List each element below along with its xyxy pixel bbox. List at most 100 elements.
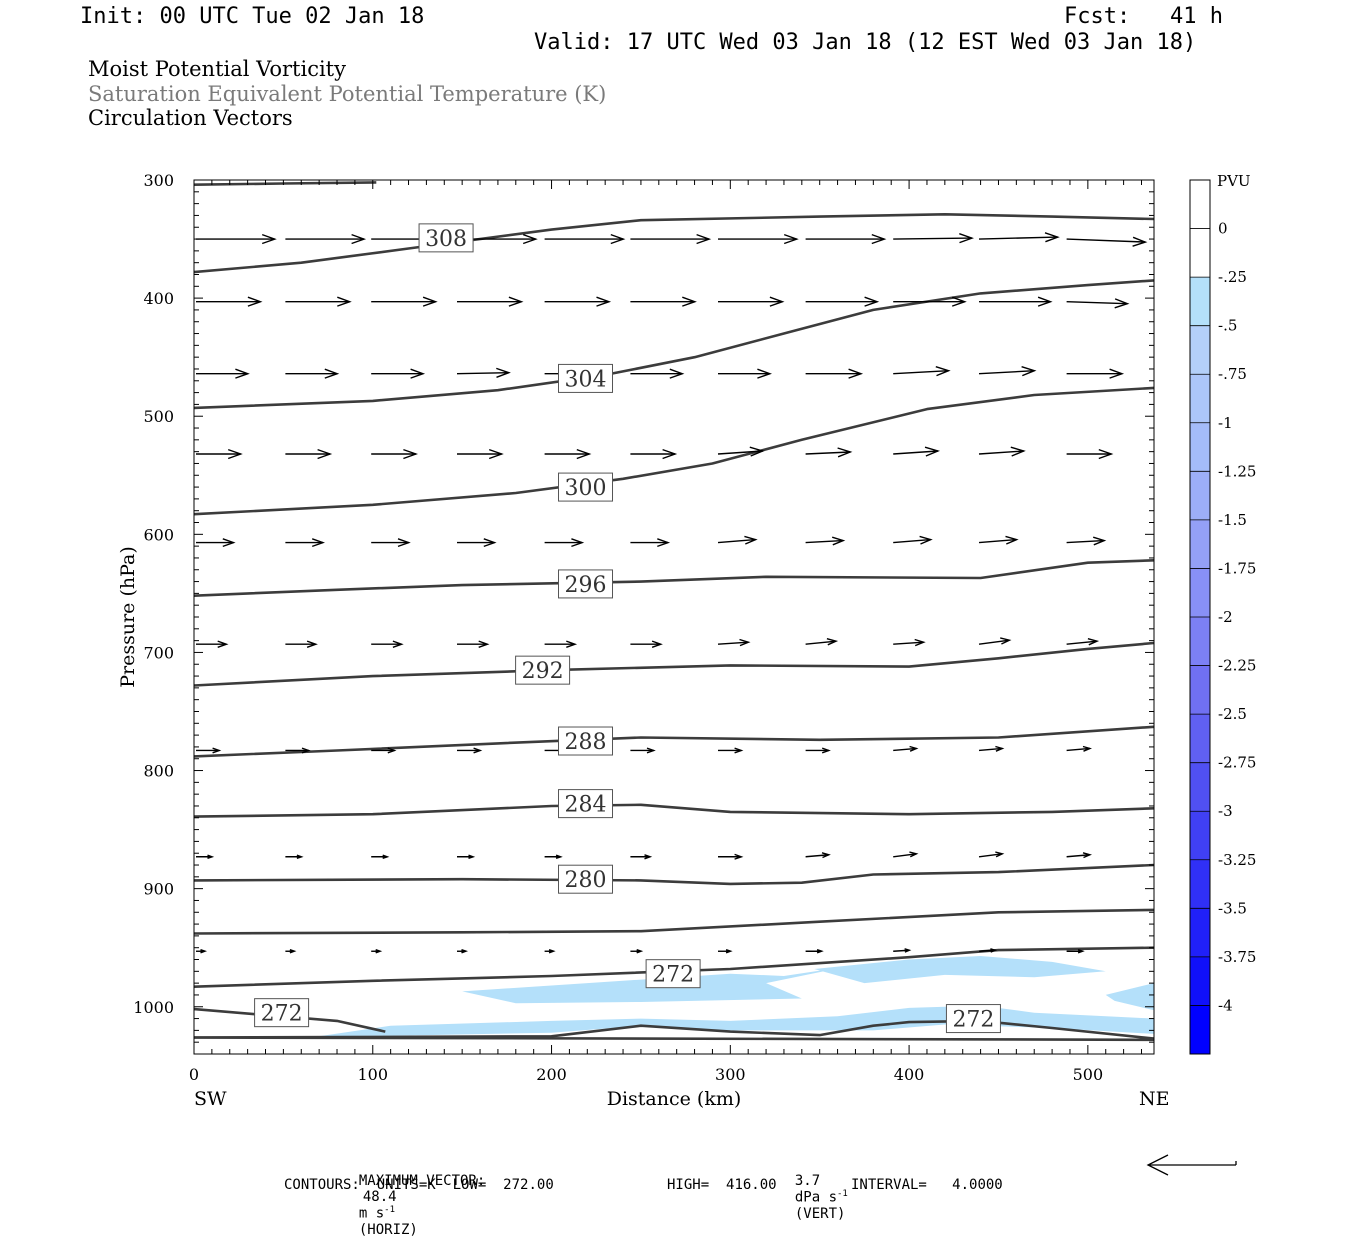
colorbar-swatch (1190, 228, 1210, 278)
vector-arrow (630, 640, 663, 648)
max-vector-label: MAXIMUM VECTOR: (358, 1173, 486, 1189)
x-tick-label: 500 (1073, 1065, 1104, 1084)
valid-time: Valid: 17 UTC Wed 03 Jan 18 (12 EST Wed … (534, 30, 1197, 55)
low-value: 272.00 (503, 1177, 554, 1193)
vector-arrow (544, 640, 578, 648)
vector-arrow (371, 448, 418, 460)
vector-arrow (371, 296, 438, 307)
vector-arrow (371, 640, 404, 648)
vector-arrow (371, 368, 426, 379)
footer-contours: CONTOURS: UNITS=K LOW= 272.00 (284, 1177, 554, 1193)
vector-arrow (285, 854, 304, 860)
vector-arrow (805, 638, 839, 646)
vector-arrow (196, 949, 208, 954)
svg-text:296: 296 (565, 573, 607, 598)
contour-label: 292 (515, 655, 571, 685)
footer-interval: INTERVAL= 4.0000 (851, 1177, 1003, 1193)
forecast-hour: Fcst: 41 h (1064, 4, 1223, 29)
vector-arrow (893, 638, 926, 647)
vector-arrow (630, 949, 644, 954)
vector-arrow (457, 854, 476, 860)
vector-arrow (1066, 852, 1092, 859)
contour-label: 280 (558, 864, 614, 894)
colorbar-label: 0 (1218, 220, 1228, 238)
vector-arrow (285, 233, 367, 245)
vector-arrow (1066, 948, 1085, 954)
svg-text:272: 272 (261, 1002, 303, 1027)
vector-arrow (805, 747, 831, 754)
vector-arrow (630, 368, 685, 379)
plot-frame (193, 179, 1155, 1055)
mpv-region-2 (1105, 983, 1154, 1011)
vector-arrow (718, 853, 744, 860)
vector-arrow (196, 448, 243, 460)
vector-arrow (457, 538, 497, 548)
contour-label: 272 (645, 959, 701, 989)
contour-line-3 (194, 386, 1154, 516)
x-tick-label: 200 (536, 1065, 567, 1084)
colorbar-label: -2.25 (1218, 657, 1256, 675)
vector-arrow (285, 368, 340, 379)
svg-text:272: 272 (952, 1008, 994, 1033)
vector-arrow (630, 233, 712, 245)
interval-value: 4.0000 (952, 1177, 1003, 1193)
vector-arrow (1066, 448, 1114, 460)
contour-label: 288 (558, 726, 614, 756)
horiz-tag: (HORIZ) (358, 1221, 418, 1238)
svg-text:280: 280 (565, 868, 607, 893)
vector-arrow (893, 233, 974, 244)
contour-label: 272 (945, 1004, 1001, 1034)
contour-label: 308 (418, 223, 474, 253)
y-tick-label: 400 (143, 289, 174, 308)
svg-text:308: 308 (425, 227, 467, 252)
vector-arrow (196, 538, 236, 548)
interval-label: INTERVAL= (851, 1177, 927, 1193)
y-tick-label: 600 (143, 525, 174, 544)
title-vectors: Circulation Vectors (88, 106, 293, 130)
vector-arrow (196, 296, 263, 307)
vector-arrow (196, 368, 250, 379)
y-tick-label: 1000 (133, 998, 174, 1017)
vector-arrow (544, 538, 585, 548)
vector-arrow (893, 366, 951, 377)
colorbar-label: -3.75 (1218, 948, 1256, 966)
title-theta-es: Saturation Equivalent Potential Temperat… (88, 82, 607, 106)
vector-arrow (1066, 368, 1125, 379)
colorbar-swatch (1190, 568, 1210, 618)
x-tick-label: 400 (894, 1065, 925, 1084)
vert-value: 3.7 (794, 1173, 821, 1189)
svg-text:272: 272 (652, 963, 694, 988)
vector-arrow (285, 448, 333, 460)
vector-arrow (805, 536, 846, 546)
contour-line-10 (194, 946, 1154, 988)
vector-arrow (978, 637, 1012, 645)
vector-arrow (544, 448, 592, 460)
colorbar-label: -1.5 (1218, 511, 1247, 529)
contour-line-7 (194, 803, 1154, 818)
vector-arrow (544, 949, 556, 954)
horiz-exp: -1 (384, 1205, 395, 1215)
colorbar-label: -.75 (1218, 365, 1247, 383)
vector-arrow (978, 232, 1060, 243)
footer-high: HIGH= 416.00 (667, 1177, 777, 1193)
contour-label: 284 (558, 789, 614, 819)
vector-arrow (630, 448, 678, 460)
vector-arrow (1066, 536, 1107, 546)
vector-arrow (718, 296, 785, 307)
footer-vert-vector: 3.7 dPa s-1 (VERT) (778, 1157, 848, 1222)
units-label: UNITS= (376, 1177, 428, 1193)
colorbar-label: -.5 (1218, 317, 1237, 335)
vector-arrow (978, 446, 1026, 457)
colorbar-label: -.25 (1218, 268, 1247, 286)
colorbar-swatch (1190, 180, 1210, 230)
vector-arrow (893, 948, 912, 953)
vector-arrow (544, 296, 612, 307)
vert-units: dPa s (794, 1189, 838, 1206)
contour-line-13 (194, 1036, 1154, 1042)
x-tick-label: 100 (357, 1065, 388, 1084)
contours-label: CONTOURS: (284, 1177, 360, 1193)
vector-arrow (1066, 638, 1100, 646)
footer-max-vector: MAXIMUM VECTOR: 48.4 m s-1 (HORIZ) (342, 1157, 485, 1238)
title-mpv: Moist Potential Vorticity (88, 57, 346, 81)
vector-arrow (371, 854, 390, 860)
